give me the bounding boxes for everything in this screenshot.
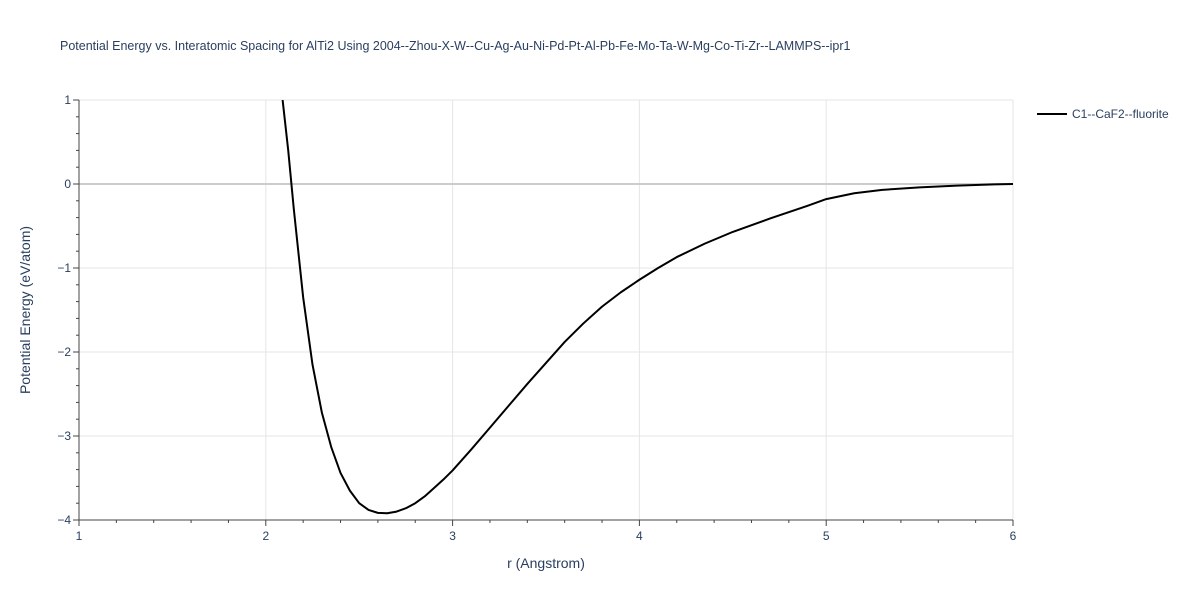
series-group [281, 100, 1013, 515]
x-tick-label: 3 [449, 529, 456, 543]
chart-title: Potential Energy vs. Interatomic Spacing… [60, 39, 851, 53]
y-axis-ticks: 1 0 −1 −2 −3 −4 [57, 93, 79, 527]
x-tick-label: 1 [76, 529, 83, 543]
y-tick-label: −3 [57, 429, 71, 443]
legend[interactable]: C1--CaF2--fluorite [1037, 107, 1169, 121]
y-tick-label: −1 [57, 261, 71, 275]
grid-lines [79, 99, 1014, 520]
x-axis-label: r (Angstrom) [507, 555, 585, 571]
series-line [281, 100, 1013, 515]
x-tick-label: 2 [262, 529, 269, 543]
legend-entry-label[interactable]: C1--CaF2--fluorite [1072, 107, 1169, 121]
y-tick-label: 1 [64, 93, 71, 107]
y-tick-label: 0 [64, 177, 71, 191]
y-axis-label: Potential Energy (eV/atom) [17, 226, 33, 394]
y-tick-label: −2 [57, 345, 71, 359]
x-tick-label: 5 [823, 529, 830, 543]
y-tick-label: −4 [57, 513, 71, 527]
x-axis-ticks: 1 2 3 4 5 6 [76, 520, 1017, 543]
axes [78, 100, 1013, 521]
x-tick-label: 4 [636, 529, 643, 543]
x-tick-label: 6 [1010, 529, 1017, 543]
